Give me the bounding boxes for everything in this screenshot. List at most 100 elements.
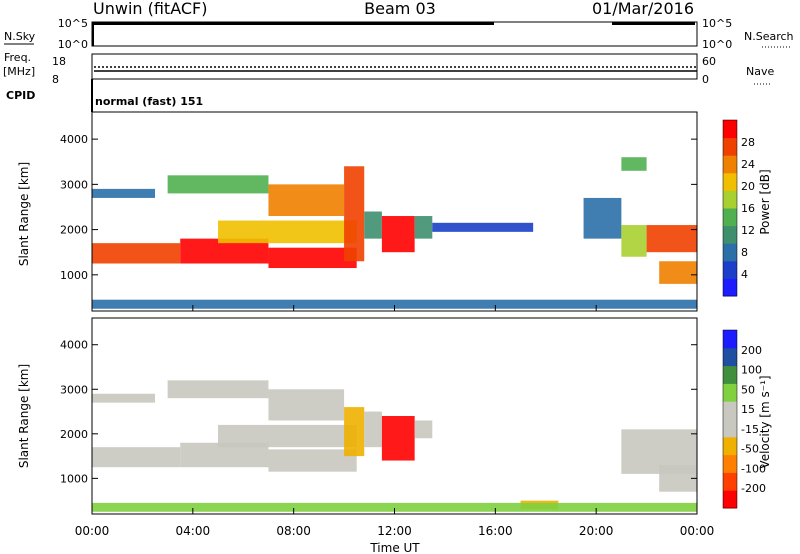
velocity-region (268, 449, 357, 472)
colorbar-swatch (723, 472, 737, 491)
power-region (364, 211, 382, 239)
power-region (268, 247, 357, 269)
colorbar-swatch (723, 347, 737, 367)
power-region (583, 197, 622, 239)
colorbar-swatch (723, 278, 737, 297)
power-region (659, 261, 697, 284)
power-region (344, 166, 365, 262)
power-region (167, 175, 269, 194)
velocity-colorbar: 200 100 50 15 -15 -50 -100 -200 (722, 329, 766, 509)
colorbar-tick-label: 12 (741, 224, 755, 237)
beam-title: Beam 03 (364, 0, 436, 18)
time-axis: 00:00 04:00 08:00 12:00 16:00 20:00 00:00 (75, 305, 714, 538)
colorbar-tick-label: 200 (741, 344, 762, 357)
x-tick-label: 04:00 (176, 524, 211, 538)
nsky-trace-1 (94, 22, 494, 25)
nave-tick-top: 60 (702, 55, 716, 68)
velocity-region (344, 407, 365, 457)
colorbar-tick-label: 100 (741, 364, 762, 377)
x-tick-label: 00:00 (75, 524, 110, 538)
nsearch-tick-bottom: 10^0 (702, 38, 732, 51)
y-tick-label: 3000 (60, 383, 88, 396)
y-tick-label: 2000 (60, 224, 88, 237)
nsky-tick-bottom: 10^0 (58, 38, 88, 51)
velocity-colorbar-label: Velocity [m s⁻¹] (758, 375, 772, 468)
power-region (92, 188, 156, 198)
power-region (432, 222, 534, 232)
velocity-region (92, 447, 181, 468)
colorbar-frame (722, 119, 738, 297)
power-colorbar-label: Power [dB] (758, 169, 772, 234)
colorbar-frame (722, 329, 738, 509)
colorbar-swatch (723, 172, 737, 191)
velocity-region (659, 465, 697, 492)
colorbar-tick-label: 28 (741, 136, 755, 149)
colorbar-tick-label: 15 (741, 403, 755, 416)
velocity-region (268, 389, 345, 421)
power-region (414, 216, 433, 239)
velocity-region (92, 502, 697, 512)
x-tick-label: 20:00 (579, 524, 614, 538)
velocity-y-label: Slant Range [km] (17, 364, 31, 468)
nave-label: Nave (746, 65, 774, 78)
colorbar-swatch (723, 365, 737, 384)
power-region (92, 243, 181, 264)
colorbar-swatch (723, 243, 737, 262)
velocity-region (381, 416, 415, 461)
colorbar-tick-label: 16 (741, 202, 755, 215)
velocity-region (92, 393, 156, 403)
velocity-y-axis: 1000 2000 3000 4000 (60, 339, 697, 485)
power-region (92, 299, 697, 309)
freq-panel (91, 53, 698, 80)
power-region (621, 157, 647, 171)
power-region (218, 220, 357, 244)
colorbar-tick-label: -50 (741, 443, 759, 456)
colorbar-tick-label: -100 (741, 462, 766, 475)
cpid-label: CPID (6, 89, 35, 102)
x-tick-label: 16:00 (478, 524, 513, 538)
power-region (268, 184, 345, 217)
velocity-heatmap (92, 380, 697, 512)
y-tick-label: 4000 (60, 133, 88, 146)
power-colorbar: 28 24 20 16 12 8 4 (722, 119, 755, 297)
freq-tick-bottom: 8 (52, 73, 59, 86)
y-tick-label: 1000 (60, 472, 88, 485)
power-region (646, 225, 697, 253)
velocity-region (167, 380, 269, 399)
nsky-start-mark (92, 22, 94, 46)
nsky-tick-top: 10^5 (58, 17, 88, 30)
power-heatmap (92, 157, 697, 309)
station-title: Unwin (fitACF) (93, 0, 207, 18)
colorbar-tick-label: -200 (741, 482, 766, 495)
freq-label-2: [MHz] (3, 65, 35, 78)
cpid-text: normal (fast) 151 (95, 95, 203, 108)
colorbar-swatch (723, 383, 737, 402)
velocity-region (364, 411, 382, 448)
colorbar-swatch (723, 401, 737, 420)
colorbar-tick-label: 50 (741, 383, 755, 396)
y-tick-label: 2000 (60, 428, 88, 441)
nsearch-tick-top: 10^5 (702, 17, 732, 30)
power-y-axis: 1000 2000 3000 4000 (60, 133, 697, 282)
y-tick-label: 4000 (60, 339, 88, 352)
colorbar-swatch (723, 120, 737, 139)
x-axis-label: Time UT (369, 541, 420, 554)
power-region (381, 216, 415, 253)
colorbar-swatch (723, 454, 737, 473)
colorbar-tick-label: -15 (741, 423, 759, 436)
colorbar-swatch (723, 419, 737, 438)
date-title: 01/Mar/2016 (592, 0, 694, 18)
power-y-label: Slant Range [km] (17, 162, 31, 266)
y-tick-label: 3000 (60, 178, 88, 191)
x-tick-label: 12:00 (377, 524, 412, 538)
nsky-panel (91, 21, 698, 47)
colorbar-swatch (723, 155, 737, 174)
nsky-label: N.Sky (4, 30, 36, 43)
nsky-trace-2 (612, 22, 695, 25)
colorbar-swatch (723, 137, 737, 156)
colorbar-swatch (723, 260, 737, 279)
power-region (621, 225, 647, 257)
colorbar-swatch (723, 190, 737, 209)
freq-label-1: Freq. (4, 51, 31, 64)
